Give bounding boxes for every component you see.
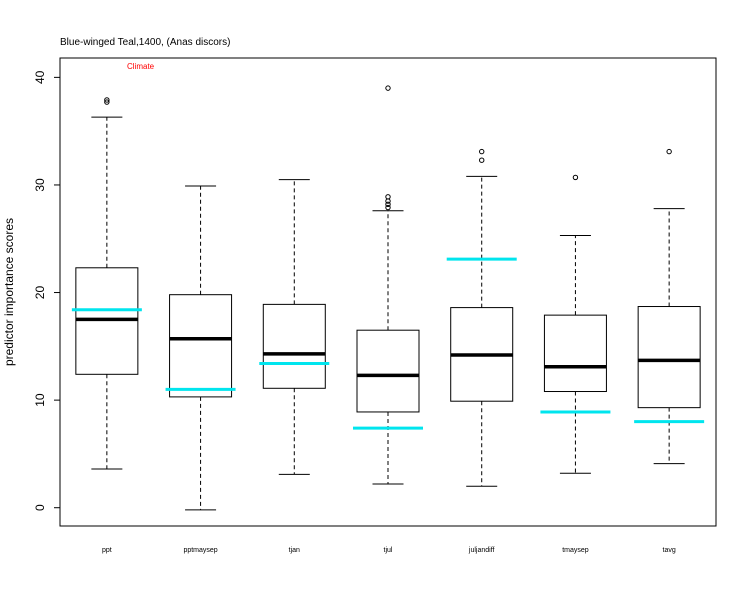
outlier-point [104, 97, 110, 103]
outlier-point [385, 201, 391, 208]
outlier-point [104, 99, 110, 105]
outlier-point [666, 148, 672, 155]
box-tjan [262, 179, 326, 475]
chart-title: Blue-winged Teal,1400, (Anas discors) [60, 37, 230, 48]
box-iqr [169, 294, 233, 398]
y-tick-label: 30 [33, 178, 47, 192]
outlier-point [479, 157, 485, 163]
box-iqr [262, 303, 326, 389]
x-tick-label: tjul [384, 547, 393, 554]
x-tick-label: juljandiff [468, 547, 495, 554]
reference-lines-group [71, 257, 705, 430]
box-iqr [637, 306, 701, 409]
x-tick-label: tmaysep [562, 547, 589, 554]
outlier-point [479, 148, 485, 155]
outlier-point [572, 174, 579, 181]
climate-annotation: Climate [127, 62, 155, 71]
x-axis-labels: ppt pptmaysep tjan tjul juljandiff tmaysep tav… [102, 547, 676, 554]
x-tick-label: ppt [102, 547, 112, 554]
box-tmaysep [543, 174, 607, 474]
outlier-point [385, 85, 391, 91]
x-tick-label: pptmaysep [183, 547, 217, 554]
box-iqr [356, 329, 420, 413]
box-tavg [637, 148, 701, 465]
x-tick-label: tavg [663, 547, 676, 554]
y-axis-label: predictor importance scores [2, 218, 16, 366]
outlier-point [385, 198, 391, 204]
box-iqr [543, 314, 607, 393]
y-tick-label: 10 [33, 393, 47, 407]
y-tick-label: 20 [33, 286, 47, 300]
y-tick-label: 0 [33, 504, 47, 511]
box-ppt [75, 97, 139, 470]
box-pptmaysep [169, 185, 233, 511]
y-tick-label: 40 [33, 70, 47, 84]
box-juljandiff [450, 148, 514, 487]
outlier-point [385, 194, 391, 200]
x-tick-label: tjan [289, 547, 300, 554]
boxes-group [75, 85, 701, 511]
box-tjul [356, 85, 420, 485]
y-axis: 0 10 20 30 40 [33, 70, 61, 511]
outlier-point [385, 204, 391, 211]
